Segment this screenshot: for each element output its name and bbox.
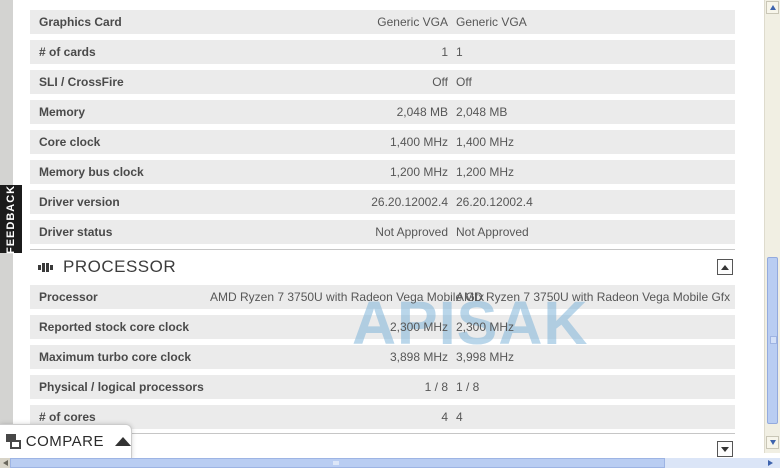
row-value-left: AMD Ryzen 7 3750U with Radeon Vega Mobil… [210,290,485,304]
row-label: # of cards [39,45,96,59]
spec-row: # of cards 1 1 [30,40,735,64]
arrow-up-icon [769,5,776,10]
row-value-left: 1,400 MHz [389,135,448,149]
spec-row: Driver status Not Approved Not Approved [30,220,735,244]
arrow-right-icon [768,460,773,466]
row-value-left: 26.20.12002.4 [371,195,448,209]
row-value-right: 1,400 MHz [456,135,515,149]
layers-icon [5,434,21,449]
row-value-right: AMD Ryzen 7 3750U with Radeon Vega Mobil… [456,290,731,304]
spec-row: Core clock 1,400 MHz 1,400 MHz [30,130,735,154]
scroll-left-button[interactable] [0,458,10,468]
vertical-scrollbar[interactable] [764,0,780,453]
spec-row: # of cores 4 4 [30,405,735,429]
row-label: Reported stock core clock [39,320,190,334]
spec-row: Graphics Card Generic VGA Generic VGA [30,10,735,34]
row-value-left: 1 / 8 [424,380,448,394]
thumb-grip [770,336,777,344]
spec-row: Processor AMD Ryzen 7 3750U with Radeon V… [30,285,735,309]
row-label: Physical / logical processors [39,380,204,394]
row-label: # of cores [39,410,96,424]
compare-button-label: COMPARE [25,433,104,450]
row-value-right: 1 / 8 [456,380,480,394]
compare-button[interactable]: COMPARE [0,424,132,459]
spec-row: SLI / CrossFire Off Off [30,70,735,94]
horizontal-scrollbar-thumb[interactable] [10,458,665,468]
collapse-up-icon [721,264,729,270]
section-divider [30,433,735,434]
spec-row: Memory bus clock 1,200 MHz 1,200 MHz [30,160,735,184]
row-value-left: Not Approved [375,225,448,239]
spec-row: Physical / logical processors 1 / 8 1 / 8 [30,375,735,399]
row-value-right: 3,998 MHz [456,350,515,364]
row-value-right: Generic VGA [456,15,527,29]
row-value-left: Generic VGA [377,15,448,29]
section-title: PROCESSOR [63,257,177,276]
row-value-left: 2,300 MHz [389,320,448,334]
arrow-down-icon [769,440,776,445]
row-label: Memory bus clock [39,165,144,179]
processor-rows: Processor AMD Ryzen 7 3750U with Radeon V… [30,285,735,435]
row-label: Graphics Card [39,15,122,29]
row-label: Core clock [39,135,101,149]
row-value-right: Not Approved [456,225,529,239]
scroll-down-button[interactable] [766,436,779,449]
feedback-tab[interactable]: FEEDBACK [0,184,22,254]
spec-row: Driver version 26.20.12002.4 26.20.12002.4 [30,190,735,214]
horizontal-scrollbar[interactable] [0,458,780,468]
caret-up-icon [115,437,131,446]
row-value-left: 1,200 MHz [389,165,448,179]
vertical-scrollbar-thumb[interactable] [767,257,778,424]
expand-section-button[interactable] [717,441,733,457]
collapse-section-button[interactable] [717,259,733,275]
row-value-right: 4 [456,410,463,424]
row-label: Driver version [39,195,120,209]
row-value-right: 2,300 MHz [456,320,515,334]
row-value-left: 3,898 MHz [389,350,448,364]
spec-row: Maximum turbo core clock 3,898 MHz 3,998 M… [30,345,735,369]
spec-row: Reported stock core clock 2,300 MHz 2,300 … [30,315,735,339]
section-divider [30,249,735,250]
row-value-right: 2,048 MB [456,105,508,119]
spec-row: Memory 2,048 MB 2,048 MB [30,100,735,124]
graphics-card-rows: Graphics Card Generic VGA Generic VGA # of … [30,10,735,250]
row-value-left: Off [432,75,448,89]
row-label: Maximum turbo core clock [39,350,192,364]
row-label: Memory [39,105,86,119]
row-value-right: 26.20.12002.4 [456,195,533,209]
row-value-right: 1 [456,45,463,59]
arrow-left-icon [2,460,8,466]
row-value-right: 1,200 MHz [456,165,515,179]
row-value-left: 4 [441,410,448,424]
processor-icon [38,262,53,272]
row-value-right: Off [456,75,472,89]
row-value-left: 1 [441,45,448,59]
row-label: SLI / CrossFire [39,75,124,89]
row-value-left: 2,048 MB [396,105,448,119]
row-label: Processor [39,290,98,304]
row-label: Driver status [39,225,113,239]
scroll-up-button[interactable] [766,1,779,14]
expand-down-icon [721,446,729,452]
scroll-right-button[interactable] [764,458,777,468]
processor-section-header: PROCESSOR [30,252,735,282]
thumb-grip [333,461,339,465]
